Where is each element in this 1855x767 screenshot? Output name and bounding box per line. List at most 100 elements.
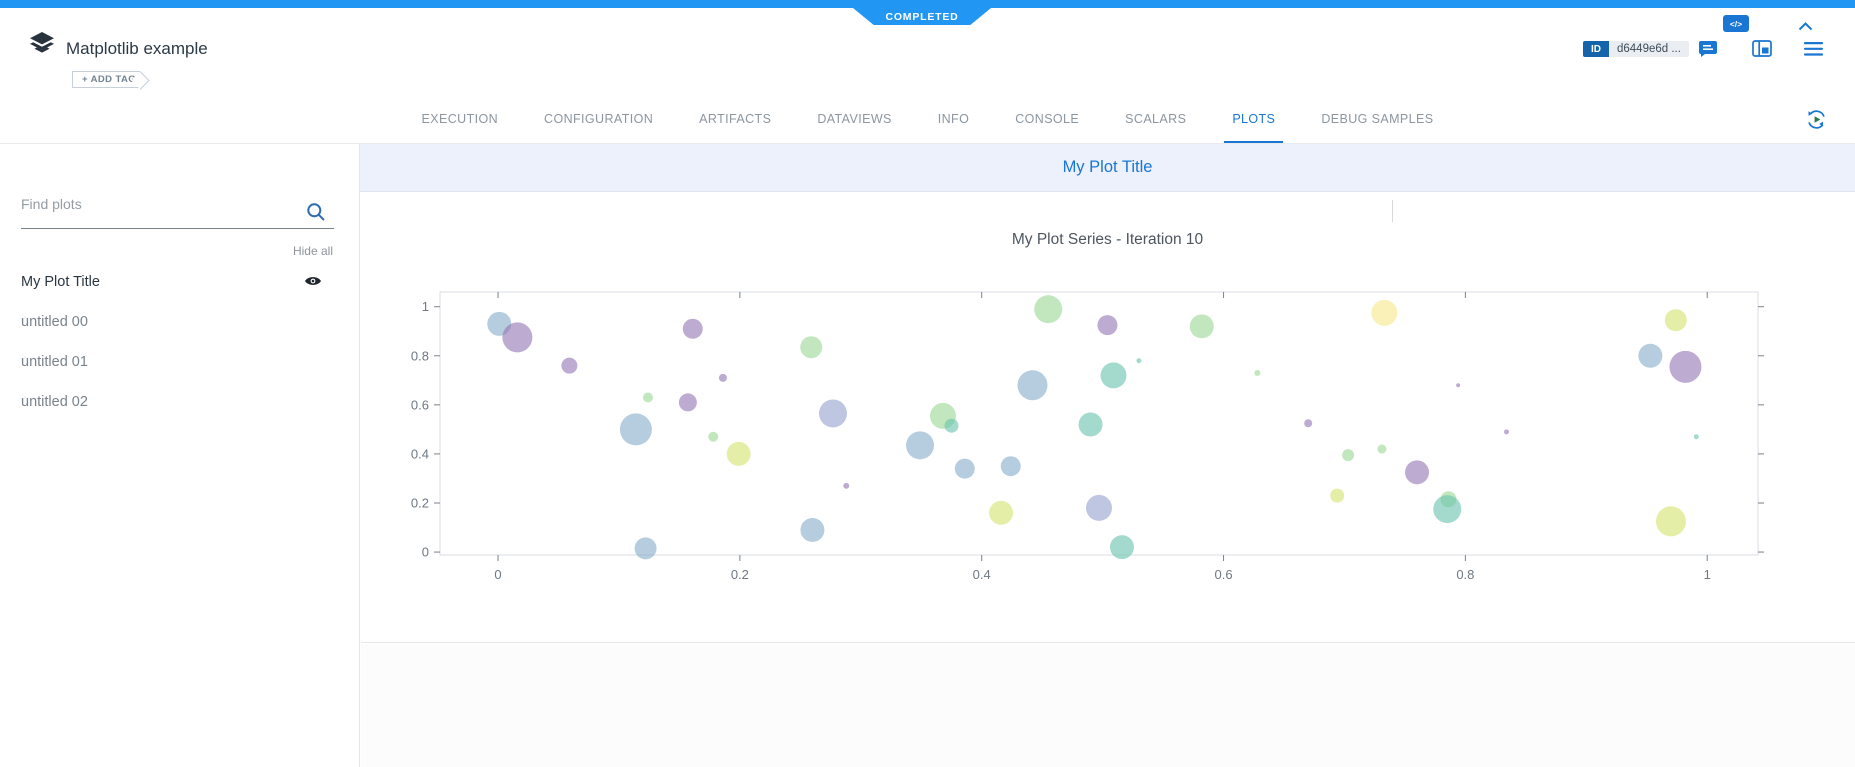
scatter-point (843, 482, 850, 489)
scatter-point (1377, 444, 1387, 454)
scatter-point (1503, 429, 1509, 435)
tab-debug-samples[interactable]: DEBUG SAMPLES (1321, 111, 1434, 126)
plot-list-item-label: untitled 00 (21, 314, 88, 330)
hamburger-menu-icon[interactable] (1804, 42, 1823, 61)
visibility-eye-icon[interactable] (304, 275, 322, 291)
chart-title: My Plot Series - Iteration 10 (1011, 231, 1204, 248)
tab-bar: EXECUTION CONFIGURATION ARTIFACTS DATAVIEWS… (0, 96, 1855, 143)
scatter-point (1693, 434, 1699, 440)
scatter-point (502, 322, 533, 353)
header-divider (0, 143, 1855, 144)
comment-icon[interactable] (1698, 40, 1718, 63)
scatter-point (1456, 383, 1461, 388)
search-input[interactable] (21, 196, 301, 212)
plot-panel-title: My Plot Title (1062, 158, 1153, 176)
scatter-point (1086, 494, 1112, 521)
scatter-point (708, 431, 719, 442)
plot-list-item-label: untitled 01 (21, 354, 88, 370)
scatter-point (1034, 295, 1063, 324)
plot-list-item-label: untitled 02 (21, 394, 88, 410)
plot-panel-header: My Plot Title (360, 144, 1855, 192)
scatter-point (1433, 495, 1462, 524)
app-logo-icon (28, 30, 56, 62)
scatter-point (906, 431, 935, 460)
x-tick-label: 0 (494, 567, 501, 582)
x-tick-label: 0.2 (731, 567, 749, 582)
collapse-chevron-icon[interactable] (1798, 18, 1813, 36)
x-tick-label: 0.4 (973, 567, 991, 582)
scatter-point (800, 336, 823, 359)
scatter-point (818, 399, 847, 428)
scatter-point (1100, 362, 1127, 389)
scatter-point (1304, 419, 1313, 428)
plot-list-item[interactable]: untitled 00 (0, 302, 360, 342)
y-tick-label: 0.6 (411, 397, 429, 412)
scatter-point (726, 441, 751, 466)
auto-refresh-icon[interactable] (1805, 108, 1828, 136)
scatter-point (1017, 370, 1048, 401)
tab-bar-items: EXECUTION CONFIGURATION ARTIFACTS DATAVIEWS… (0, 96, 1855, 143)
hide-all-link[interactable]: Hide all (292, 244, 333, 258)
tab-scalars[interactable]: SCALARS (1125, 111, 1187, 126)
scatter-point (1136, 358, 1142, 364)
tab-artifacts[interactable]: ARTIFACTS (699, 111, 772, 126)
scatter-point (1254, 369, 1261, 376)
tab-plots[interactable]: PLOTS (1224, 96, 1284, 143)
experiment-title: Matplotlib example (66, 39, 208, 58)
scatter-point (1371, 299, 1398, 326)
scatter-point (954, 458, 975, 479)
scatter-point (944, 418, 959, 433)
tab-dataviews[interactable]: DATAVIEWS (817, 111, 892, 126)
status-badge-label: COMPLETED (885, 10, 959, 23)
scatter-point (1655, 506, 1686, 537)
y-tick-label: 0 (422, 545, 429, 560)
scatter-point (1342, 449, 1355, 462)
add-tag-button[interactable]: + ADD TAG (72, 71, 141, 88)
plot-list: My Plot Title untitled 00 untitled 01 untit… (0, 262, 360, 422)
side-panel-icon[interactable] (1752, 40, 1772, 62)
plot-list-item-label: My Plot Title (21, 274, 100, 290)
scatter-point (619, 413, 652, 446)
tab-console[interactable]: CONSOLE (1015, 111, 1080, 126)
experiment-id-value[interactable]: d6449e6d ... (1609, 41, 1689, 57)
search-icon[interactable] (306, 202, 326, 227)
id-badge: ID (1583, 41, 1609, 57)
y-tick-label: 0.4 (411, 446, 429, 461)
x-tick-label: 1 (1704, 567, 1711, 582)
content-below-plot (361, 644, 1855, 767)
y-tick-label: 0.8 (411, 348, 429, 363)
plot-list-item[interactable]: untitled 01 (0, 342, 360, 382)
plot-list-item[interactable]: My Plot Title (0, 262, 360, 302)
scatter-point (800, 517, 825, 542)
search-underline (21, 228, 334, 229)
scatter-point (682, 318, 703, 339)
scatter-point (1330, 488, 1345, 503)
scatter-point (1097, 315, 1118, 336)
scatter-point (1078, 412, 1103, 437)
y-tick-label: 0.2 (411, 495, 429, 510)
x-tick-label: 0.6 (1215, 567, 1233, 582)
scatter-point (561, 357, 578, 374)
scatter-point (634, 537, 657, 560)
scatter-point (1664, 309, 1687, 332)
scatter-point (1405, 460, 1430, 485)
tab-configuration[interactable]: CONFIGURATION (544, 111, 654, 126)
plot-toolbar-divider (1392, 200, 1393, 222)
scatter-point (678, 393, 697, 412)
scatter-point (1669, 350, 1702, 383)
embed-code-button[interactable]: </> (1723, 15, 1749, 32)
plot-list-item[interactable]: untitled 02 (0, 382, 360, 422)
scatter-point (989, 500, 1014, 525)
top-status-bar (0, 0, 1855, 8)
scatter-chart[interactable]: 0 0.2 0.4 0.6 0.8 1 0 0.2 0.4 0.6 0.8 1 (398, 285, 1778, 585)
tab-execution[interactable]: EXECUTION (421, 111, 499, 126)
scatter-point (1000, 456, 1021, 477)
status-badge: COMPLETED (853, 8, 991, 25)
scatter-point (642, 392, 653, 403)
scatter-point (1638, 343, 1663, 368)
tab-info[interactable]: INFO (937, 111, 970, 126)
scatter-point (1189, 314, 1214, 339)
plots-sidebar: Hide all My Plot Title untitled 00 untitle… (0, 144, 360, 767)
scatter-point (718, 373, 727, 382)
